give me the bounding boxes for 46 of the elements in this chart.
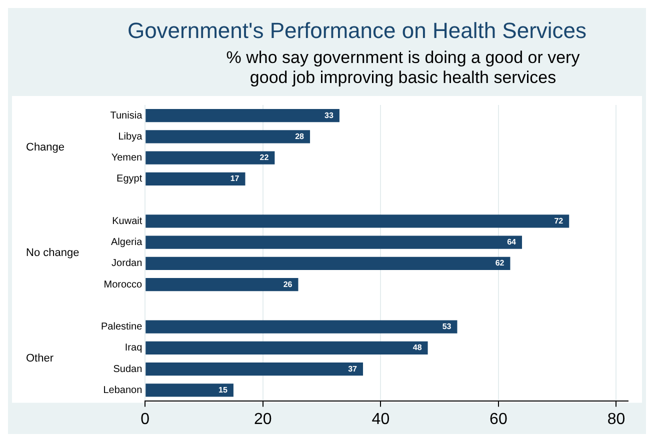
bar	[146, 384, 234, 397]
bar	[146, 362, 364, 376]
data-label: 33	[324, 110, 334, 120]
bar	[146, 172, 246, 186]
y-tick-label: Yemen	[111, 152, 142, 164]
data-label: 28	[295, 132, 305, 141]
x-tick-label: 40	[372, 410, 390, 428]
text: Other	[26, 352, 54, 365]
data-label: 64	[507, 238, 517, 247]
y-tick-label: Kuwait	[112, 216, 142, 227]
text: No change	[26, 246, 80, 259]
bar	[146, 320, 458, 334]
y-tick-label: Palestine	[100, 322, 143, 333]
bar	[146, 256, 510, 270]
x-tick-label: 60	[490, 410, 508, 428]
data-label: 72	[554, 216, 564, 226]
bar	[146, 130, 310, 144]
y-tick-label: Algeria	[110, 237, 143, 248]
y-tick-label: Morocco	[104, 279, 143, 290]
data-label: 53	[442, 322, 452, 332]
x-tick-label: 20	[254, 410, 272, 428]
data-label: 37	[348, 364, 358, 374]
bar	[146, 214, 570, 228]
y-tick-label: Libya	[118, 131, 143, 142]
y-tick-label: Iraq	[124, 342, 142, 354]
x-tick-label: 80	[607, 410, 626, 428]
text: Change	[26, 141, 65, 154]
bar	[146, 151, 275, 164]
data-label: 62	[495, 258, 505, 268]
y-tick-label: Lebanon	[103, 384, 142, 396]
bar	[146, 341, 428, 355]
chart-subtitle: % who say government is doing a good or very good job improving basic health services	[225, 48, 581, 88]
y-tick-label: Jordan	[112, 258, 142, 270]
data-label: 26	[283, 280, 293, 289]
y-tick-label: Egypt	[116, 174, 142, 185]
bar	[146, 236, 522, 249]
bar	[146, 278, 298, 292]
y-tick-label: Tunisia	[110, 110, 143, 122]
bar	[146, 109, 340, 122]
chart-title: Government's Performance on Health Services	[126, 17, 588, 44]
data-label: 48	[412, 343, 422, 352]
data-label: 22	[260, 153, 270, 162]
x-tick-label: 0	[140, 410, 150, 428]
y-tick-label: Sudan	[113, 364, 142, 375]
data-label: 17	[230, 174, 240, 184]
data-label: 15	[218, 385, 228, 394]
